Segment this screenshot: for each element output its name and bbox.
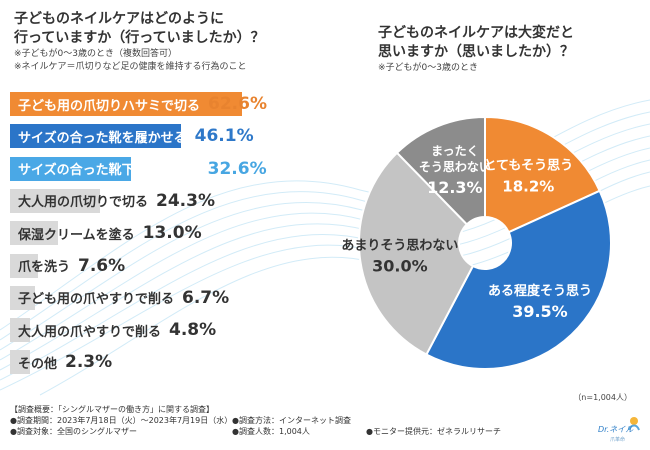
bar	[10, 188, 101, 213]
survey-period: ●調査期間：2023年7月18日（火）〜2023年7月19日（水）	[10, 416, 233, 425]
bar	[10, 221, 59, 246]
bar-value-label: 2.3%	[65, 352, 113, 373]
right-chart-title: 子どものネイルケアは大変だと 思いますか（思いましたか）？ ※子どもが0〜3歳の…	[378, 24, 574, 75]
logo-mark-icon	[630, 417, 638, 425]
bar	[10, 318, 30, 343]
bar-label: 子ども用の爪やすりで削る	[18, 292, 175, 308]
left-chart-title: 子どものネイルケアはどのように 行っていますか（行っていましたか）？ ※子どもが…	[14, 10, 265, 74]
bar-row: その他 2.3%	[10, 350, 113, 375]
pie-slice-label: そう思わない	[419, 160, 491, 174]
left-title-line1: 子どものネイルケアはどのように	[14, 11, 224, 27]
right-title-line2: 思いますか（思いましたか）？	[378, 44, 574, 60]
bar-row: 大人用の爪切りで切る 24.3%	[10, 188, 215, 213]
bar-label: 大人用の爪やすりで削る	[18, 324, 162, 340]
survey-count: ●調査人数：1,004人	[232, 427, 310, 436]
survey-monitor: ●モニター提供元：ゼネラルリサーチ	[366, 427, 501, 436]
pie-slice	[425, 189, 612, 370]
bar-value-label: 7.6%	[78, 255, 126, 276]
pie-slice	[395, 115, 486, 226]
bar-value-label: 32.6%	[207, 158, 267, 179]
bar	[10, 285, 35, 310]
bar-label: サイズの合った靴を履かせる	[18, 130, 187, 146]
bar	[10, 156, 131, 181]
bar	[10, 253, 39, 278]
bar	[10, 92, 242, 116]
bar-value-label: 4.8%	[169, 320, 217, 341]
brand-logo: Dr.ネイル 爪革命	[598, 417, 640, 443]
bar-label: サイズの合った靴下を履かせる	[18, 163, 200, 179]
logo-sub: 爪革命	[610, 436, 625, 443]
bar-label: 子ども用の爪切りハサミで切る	[18, 98, 201, 114]
bar-row: 大人用の爪やすりで削る 4.8%	[10, 318, 217, 343]
survey-method: ●調査方法：インターネット調査	[232, 416, 351, 425]
bar	[10, 350, 30, 375]
pie-slice-label: ある程度そう思う	[488, 283, 592, 299]
bar-value-label: 62.6%	[208, 94, 267, 114]
sample-size: （n=1,004人）	[573, 393, 632, 402]
bar-value-label: 13.0%	[142, 223, 202, 244]
right-title-line1: 子どものネイルケアは大変だと	[378, 25, 574, 41]
bar-row: 子ども用の爪切りハサミで切る 62.6%	[10, 92, 267, 116]
pie-slice-label: とてもそう思う	[483, 159, 573, 174]
bar-label: 大人用の爪切りで切る	[18, 195, 149, 211]
survey-summary: 【調査概要：「シングルマザーの働き方」に関する調査】	[10, 405, 214, 414]
bar-row: 保湿クリームを塗る 13.0%	[10, 221, 202, 246]
pie-slice-value: 12.3%	[427, 178, 483, 197]
pie-slice-label: あまりそう思わない	[341, 238, 458, 253]
bar-value-label: 24.3%	[156, 190, 215, 211]
bar-row: サイズの合った靴を履かせる 46.1%	[10, 124, 254, 149]
logo-text: Dr.ネイル	[598, 425, 634, 434]
bar-label: 爪を洗う	[18, 260, 71, 275]
pie-slice-value: 39.5%	[512, 302, 568, 321]
bar-label: 保湿クリームを塗る	[18, 227, 135, 243]
left-note2: ※ネイルケア＝爪切りなど足の健康を維持する行為のこと	[14, 62, 247, 72]
bar-value-label: 6.7%	[182, 287, 230, 308]
left-note1: ※子どもが0〜3歳のとき（複数回答可）	[14, 49, 177, 59]
pie-slice-label: まったく	[431, 144, 479, 158]
right-note1: ※子どもが0〜3歳のとき	[378, 63, 478, 73]
bar-row: サイズの合った靴下を履かせる 32.6%	[10, 156, 267, 181]
pie-slice-value: 30.0%	[372, 256, 428, 275]
bar-row: 子ども用の爪やすりで削る 6.7%	[10, 285, 230, 310]
survey-footer: 【調査概要：「シングルマザーの働き方」に関する調査】 ●調査期間：2023年7月…	[10, 404, 610, 437]
pie-slice-value: 18.2%	[502, 178, 554, 196]
bar	[10, 124, 181, 149]
bar-label: その他	[18, 356, 58, 372]
bar-value-label: 46.1%	[194, 126, 254, 147]
bar-row: 爪を洗う 7.6%	[10, 253, 126, 278]
pie-slice	[358, 151, 475, 356]
pie-chart: とてもそう思う 18.2% ある程度そう思う 39.5% あまりそう思わない 30.0% ま…	[341, 115, 612, 370]
survey-target: ●調査対象：全国のシングルマザー	[10, 427, 137, 436]
left-title-line2: 行っていますか（行っていましたか）？	[14, 30, 265, 46]
